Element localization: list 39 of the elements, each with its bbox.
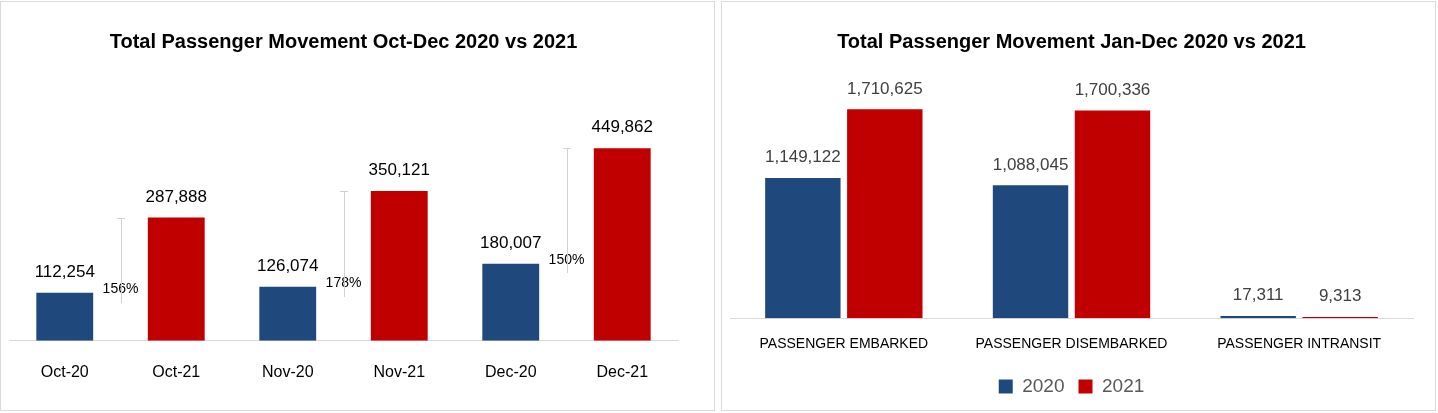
chart-title: Total Passenger Movement Jan-Dec 2020 vs 2021 [837, 29, 1306, 52]
data-label: 449,862 [591, 117, 653, 137]
x-tick-label: Nov-20 [261, 362, 314, 380]
chart-title: Total Passenger Movement Oct-Dec 2020 vs 2021 [109, 29, 578, 52]
bar [482, 263, 540, 341]
data-label: 180,007 [480, 232, 542, 252]
bar [1074, 110, 1151, 319]
bar [765, 177, 841, 319]
x-tick-label: Dec-20 [484, 362, 537, 380]
x-tick-label: Oct-20 [40, 362, 89, 380]
bar [36, 292, 94, 341]
bar [370, 190, 428, 341]
data-label: 112,254 [34, 261, 95, 281]
data-label: 17,311 [1232, 285, 1284, 305]
legend-label: 2021 [1102, 374, 1145, 396]
x-tick-label: PASSENGER EMBARKED [759, 335, 929, 352]
data-label: 9,313 [1318, 286, 1362, 306]
bar [1220, 316, 1296, 319]
annotation: 150% [548, 250, 585, 267]
bar [847, 109, 923, 319]
bar [992, 185, 1069, 319]
x-tick-label: Dec-21 [596, 362, 649, 380]
legend-label: 2020 [1022, 374, 1065, 396]
x-tick-label: PASSENGER INTRANSIT [1217, 335, 1382, 352]
x-tick-label: Nov-21 [373, 362, 426, 380]
data-label: 1,710,625 [846, 78, 923, 98]
data-label: 350,121 [368, 160, 430, 180]
data-label: 287,888 [145, 186, 207, 206]
data-label: 1,088,045 [992, 154, 1069, 174]
x-tick-label: Oct-21 [152, 362, 201, 380]
bar [259, 286, 317, 341]
bar [593, 148, 651, 341]
annotation: 178% [325, 273, 362, 290]
data-label: 126,074 [257, 256, 319, 276]
data-label: 1,700,336 [1074, 79, 1151, 99]
x-tick-label: PASSENGER DISEMBARKED [975, 335, 1168, 352]
annotation: 156% [102, 279, 139, 296]
bar [147, 217, 205, 341]
data-label: 1,149,122 [765, 147, 841, 167]
